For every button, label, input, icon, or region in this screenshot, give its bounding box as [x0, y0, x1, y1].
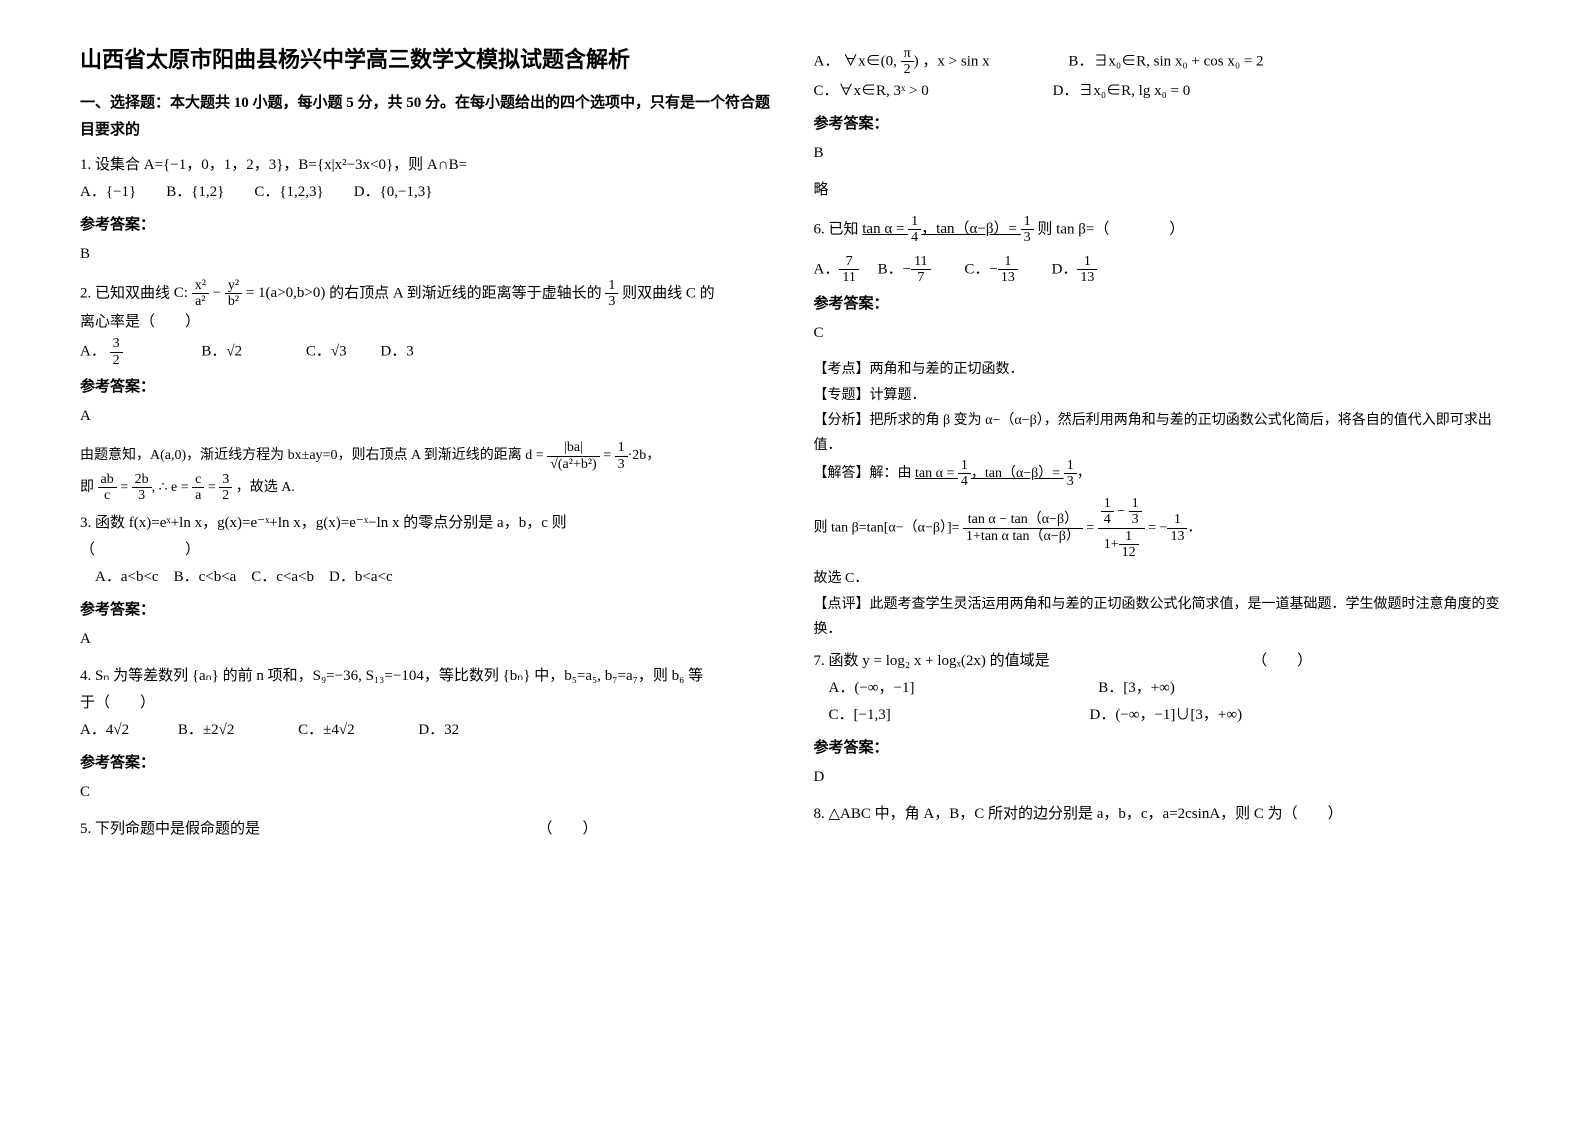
q7-stem: 7. 函数 y = log₂ x + logₓ(2x) 的值域是 （ ） [814, 648, 1508, 675]
q6-optB-pre: B． [878, 261, 903, 277]
q2-options: A． 32 B．√2 C．√3 D．3 [80, 336, 774, 368]
left-column: 山西省太原市阳曲县杨兴中学高三数学文模拟试题含解析 一、选择题：本大题共 10 … [60, 40, 794, 1082]
q2-stem-a: 2. 已知双曲线 [80, 285, 170, 301]
q6-dianping: 【点评】此题考查学生灵活运用两角和与差的正切函数公式化简求值，是一道基础题．学生… [814, 592, 1508, 642]
section-1-heading: 一、选择题：本大题共 10 小题，每小题 5 分，共 50 分。在每小题给出的四… [80, 90, 774, 144]
q5-stem: 5. 下列命题中是假命题的是 （ ） [80, 816, 774, 843]
q2-stem-c: 则双曲线 C 的 [622, 285, 715, 301]
q3-options: A．a<b<c B．c<b<a C．c<a<b D．b<a<c [80, 564, 774, 591]
q6-jd-end: 故选 C． [814, 566, 1508, 591]
q5-optC: C．∀x∈R, 3ˣ > 0 [814, 83, 929, 99]
q6-optC-pre: C． [964, 261, 989, 277]
question-6: 6. 已知 tan α = 14，tan（α−β）= 13 则 tan β=（ … [814, 214, 1508, 286]
q2-expl3: ，故选 A. [236, 480, 295, 495]
q4-answer: C [80, 779, 774, 806]
answer-label: 参考答案： [80, 374, 774, 401]
q7-optB: B．[3，+∞) [1098, 680, 1175, 696]
q4-options: A．4√2 B．±2√2 C．±4√2 D．32 [80, 717, 774, 744]
q2-formula-c: C: x²a² − y²b² = 1(a>0,b>0) [174, 285, 329, 301]
q1-options: A．{−1} B．{1,2} C．{1,2,3} D．{0,−1,3} [80, 179, 774, 206]
q5-optB: B．∃x₀∈R, sin x₀ + cos x₀ = 2 [1068, 53, 1263, 69]
q2-answer: A [80, 403, 774, 430]
q6-jiedalabel: 【解答】解：由 [814, 466, 912, 481]
question-5: 5. 下列命题中是假命题的是 （ ） [80, 816, 774, 843]
q2-line2: 离心率是（ ） [80, 309, 774, 336]
q6-stem-b: 则 tan β=（ ） [1037, 221, 1184, 237]
q5-optA-pre: A． [814, 53, 840, 69]
q5-note: 略 [814, 177, 1508, 204]
exam-title: 山西省太原市阳曲县杨兴中学高三数学文模拟试题含解析 [80, 40, 774, 80]
q5-options: A． ∀x∈(0, π2) ，x > sin x B．∃x₀∈R, sin x₀… [814, 46, 1508, 105]
answer-label: 参考答案： [80, 597, 774, 624]
q5-optA-post: ，x > sin x [922, 53, 989, 69]
q7-optD: D．(−∞，−1]∪[3，+∞) [1089, 707, 1242, 723]
q8-stem: 8. △ABC 中，角 A，B，C 所对的边分别是 a，b，c，a=2csinA… [814, 801, 1508, 828]
q1-stem: 1. 设集合 A={−1，0，1，2，3}，B={x|x²−3x<0}，则 A∩… [80, 152, 774, 179]
q4-stem-a: 4. Sₙ 为等差数列 {aₙ} 的前 n 项和，S₉=−36, S₁₃=−10… [80, 663, 774, 690]
q2-optD: D．3 [380, 344, 413, 360]
q5-answer: B [814, 140, 1508, 167]
q4-stem-b: 于（ ） [80, 690, 774, 717]
q3-stem-a: 3. 函数 f(x)=eˣ+ln x，g(x)=e⁻ˣ+ln x，g(x)=e⁻… [80, 510, 774, 537]
q7-optA: A．(−∞，−1] [829, 680, 915, 696]
question-3: 3. 函数 f(x)=eˣ+ln x，g(x)=e⁻ˣ+ln x，g(x)=e⁻… [80, 510, 774, 591]
q2-expl1: 由题意知，A(a,0)，渐近线方程为 bx±ay=0，则右顶点 A 到渐近线的距… [80, 448, 522, 463]
q6-fenxi: 【分析】把所求的角 β 变为 α−（α−β），然后利用两角和与差的正切函数公式化… [814, 408, 1508, 458]
q6-optD-pre: D． [1052, 261, 1078, 277]
q2-expl2: 即 [80, 480, 94, 495]
q4-optB: B．±2√2 [178, 722, 234, 738]
frac-1-3: 13 [605, 278, 618, 310]
q1-answer: B [80, 241, 774, 268]
q3-stem-b: （ ） [80, 537, 774, 564]
answer-label: 参考答案： [814, 735, 1508, 762]
q4-optC: C．±4√2 [298, 722, 354, 738]
q6-answer: C [814, 320, 1508, 347]
q4-optD: D．32 [418, 722, 459, 738]
q3-answer: A [80, 626, 774, 653]
question-2: 2. 已知双曲线 C: x²a² − y²b² = 1(a>0,b>0) 的右顶… [80, 278, 774, 369]
answer-label: 参考答案： [814, 291, 1508, 318]
q2-optA: A． [80, 344, 106, 360]
q2-optB: B．√2 [201, 344, 242, 360]
q5-optD: D．∃x₀∈R, lg x₀ = 0 [1053, 83, 1191, 99]
q6-options: A．711 B．−117 C．−113 D．113 [814, 254, 1508, 286]
q7-answer: D [814, 764, 1508, 791]
q7-optC: C．[−1,3] [829, 707, 891, 723]
q2-explanation: 由题意知，A(a,0)，渐近线方程为 bx±ay=0，则右顶点 A 到渐近线的距… [80, 440, 774, 504]
q6-jd-line2: 则 tan β=tan[α−（α−β）]= [814, 520, 960, 535]
q2-stem-b: 的右顶点 A 到渐近线的距离等于虚轴长的 [329, 285, 602, 301]
q6-kaodian: 【考点】两角和与差的正切函数． [814, 357, 1508, 382]
right-column: A． ∀x∈(0, π2) ，x > sin x B．∃x₀∈R, sin x₀… [794, 40, 1528, 1082]
question-1: 1. 设集合 A={−1，0，1，2，3}，B={x|x²−3x<0}，则 A∩… [80, 152, 774, 206]
exam-page: 山西省太原市阳曲县杨兴中学高三数学文模拟试题含解析 一、选择题：本大题共 10 … [0, 0, 1587, 1122]
q4-optA: A．4√2 [80, 722, 129, 738]
question-8: 8. △ABC 中，角 A，B，C 所对的边分别是 a，b，c，a=2csinA… [814, 801, 1508, 828]
answer-label: 参考答案： [814, 111, 1508, 138]
q2-optC: C．√3 [306, 344, 347, 360]
q6-optA-pre: A． [814, 261, 840, 277]
q6-zhuanti: 【专题】计算题． [814, 383, 1508, 408]
question-7: 7. 函数 y = log₂ x + logₓ(2x) 的值域是 （ ） A．(… [814, 648, 1508, 729]
answer-label: 参考答案： [80, 750, 774, 777]
q6-stem-a: 6. 已知 [814, 221, 859, 237]
question-4: 4. Sₙ 为等差数列 {aₙ} 的前 n 项和，S₉=−36, S₁₃=−10… [80, 663, 774, 744]
frac-3-2: 32 [110, 336, 123, 368]
answer-label: 参考答案： [80, 212, 774, 239]
q6-analysis: 【考点】两角和与差的正切函数． 【专题】计算题． 【分析】把所求的角 β 变为 … [814, 357, 1508, 642]
